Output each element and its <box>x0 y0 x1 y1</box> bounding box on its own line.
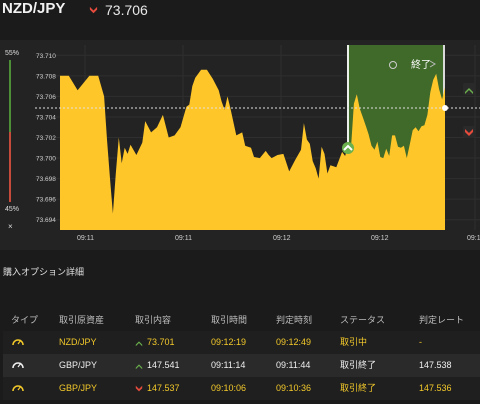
buy-low-side-button[interactable] <box>463 126 475 138</box>
entry-up-marker <box>342 142 354 154</box>
end-label: 終了 <box>411 58 431 71</box>
cell-content: 73.701 <box>147 337 175 347</box>
price-chart: 73.710 73.708 73.706 73.704 73.702 73.700 73.6… <box>35 45 480 242</box>
chevron-right-icon <box>429 60 436 68</box>
y-axis-ticks: 73.710 73.708 73.706 73.704 73.702 73.700 73.6… <box>36 53 56 224</box>
cell-asset: NZD/JPY <box>59 337 97 347</box>
y-tick-label: 73.694 <box>36 217 56 224</box>
gauge-icon <box>11 354 25 377</box>
red-sentiment-bar <box>9 132 11 202</box>
cell-asset: GBP/JPY <box>59 360 98 370</box>
header-judge: 判定時刻 <box>276 315 313 325</box>
cell-judge: 09:10:36 <box>276 383 312 393</box>
close-button[interactable]: × <box>8 222 13 231</box>
y-tick-label: 73.704 <box>36 114 56 121</box>
y-tick-label: 73.700 <box>36 156 56 163</box>
current-price-dot <box>442 105 448 111</box>
buy-high-side-button[interactable] <box>463 83 475 95</box>
cell-status: 取引中 <box>340 337 368 347</box>
green-sentiment-bar <box>9 60 11 132</box>
cell-time: 09:11:14 <box>211 360 246 370</box>
clock-icon <box>389 61 397 69</box>
down-chevron-icon <box>465 129 473 136</box>
current-price: 73.706 <box>105 2 148 18</box>
header-status: ステータス <box>340 315 386 325</box>
up-chevron-icon <box>135 331 143 354</box>
cell-judge: 09:11:44 <box>276 360 311 370</box>
price-area <box>60 69 445 230</box>
y-tick-label: 73.708 <box>36 73 56 80</box>
up-chevron-icon <box>135 354 143 377</box>
pair-name: NZD/JPY <box>2 0 66 17</box>
gauge-icon <box>11 331 25 354</box>
cell-time: 09:12:19 <box>211 337 247 347</box>
x-tick-label: 09:11 <box>77 235 94 242</box>
cell-rate: - <box>419 337 422 347</box>
percent-bottom: 45% <box>5 206 20 213</box>
y-tick-label: 73.702 <box>36 135 56 142</box>
cell-content: 147.537 <box>147 383 180 393</box>
y-tick-label: 73.696 <box>36 197 56 204</box>
cell-time: 09:10:06 <box>211 383 247 393</box>
x-tick-label: 09:12 <box>371 235 389 242</box>
table-row[interactable]: NZD/JPY 73.701 09:12:19 09:12:49 取引中 - <box>3 331 480 354</box>
cell-status: 取引終了 <box>340 360 377 370</box>
percent-top: 55% <box>5 50 20 57</box>
y-tick-label: 73.698 <box>36 176 56 183</box>
down-chevron-icon <box>89 6 98 14</box>
header-bar: NZD/JPY 73.706 <box>0 0 480 26</box>
header-rate: 判定レート <box>419 315 465 325</box>
header-asset: 取引原資産 <box>59 315 105 325</box>
end-label-group: 終了 <box>389 58 436 71</box>
cell-content: 147.541 <box>147 360 180 370</box>
up-chevron-icon <box>465 88 473 94</box>
cell-rate: 147.536 <box>419 383 452 393</box>
table-row[interactable]: GBP/JPY 147.537 09:10:06 09:10:36 取引終了 147.53… <box>3 377 480 400</box>
cell-judge: 09:12:49 <box>276 337 312 347</box>
y-tick-label: 73.710 <box>36 53 56 60</box>
cell-status: 取引終了 <box>340 383 377 393</box>
down-chevron-icon <box>135 377 143 400</box>
y-tick-label: 73.706 <box>36 94 56 101</box>
x-axis-ticks: 09:11 09:11 09:12 09:12 09:1 <box>77 235 480 242</box>
price-chart-panel: 55% 45% × 73.710 73.708 73.706 73.704 73.702… <box>0 40 480 250</box>
header-time: 取引時間 <box>211 315 248 325</box>
section-title: 購入オプション詳細 <box>3 267 85 277</box>
purchase-options-section: 購入オプション詳細 <box>0 252 480 288</box>
x-tick-label: 09:11 <box>175 235 192 242</box>
gauge-icon <box>11 377 25 400</box>
cell-asset: GBP/JPY <box>59 383 98 393</box>
cell-rate: 147.538 <box>419 360 452 370</box>
x-tick-label: 09:1 <box>467 235 480 242</box>
entry-line <box>347 45 349 230</box>
header-type: タイプ <box>11 315 39 325</box>
x-tick-label: 09:12 <box>273 235 291 242</box>
header-content: 取引内容 <box>135 315 172 325</box>
table-row[interactable]: GBP/JPY 147.541 09:11:14 09:11:44 取引終了 147.53… <box>3 354 480 377</box>
